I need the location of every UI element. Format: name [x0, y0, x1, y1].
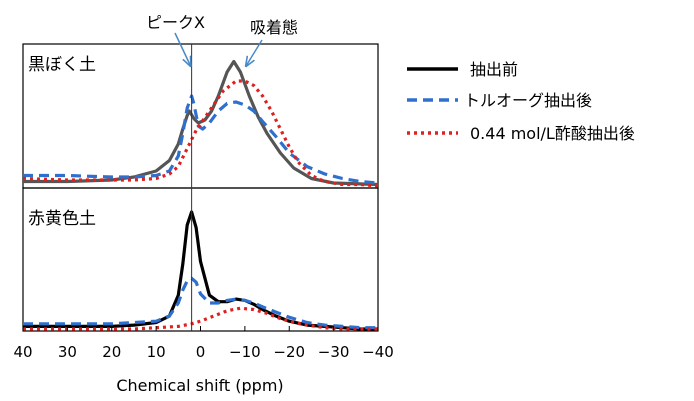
legend-label-acetic: 0.44 mol/L酢酸抽出後 — [470, 124, 635, 143]
top-series-acetic — [23, 79, 378, 188]
legend-label-before-extraction: 抽出前 — [470, 60, 518, 79]
x-axis-ticks: 40 30 20 10 0 −10 −20 −30 −40 — [13, 326, 394, 361]
top-series-truog — [23, 94, 378, 185]
panel-label-bottom: 赤黄色土 — [28, 209, 96, 229]
x-tick-label: −40 — [362, 343, 394, 361]
x-tick-label: −10 — [229, 343, 261, 361]
legend-label-truog: トルオーグ抽出後 — [464, 91, 592, 110]
x-tick-label: 10 — [147, 343, 166, 361]
annotation-peak-x-arrow — [174, 32, 191, 66]
annotation-peak-x: ピークX — [146, 13, 205, 32]
top-series-before-extraction — [23, 59, 378, 187]
series-bottom-panel — [23, 210, 378, 331]
panel-label-top: 黒ぼく土 — [28, 55, 96, 75]
x-tick-label: −30 — [318, 343, 350, 361]
legend: 抽出前 トルオーグ抽出後 0.44 mol/L酢酸抽出後 — [407, 60, 635, 143]
x-axis-title: Chemical shift (ppm) — [116, 376, 283, 395]
x-tick-label: 20 — [102, 343, 121, 361]
x-tick-label: 0 — [196, 343, 206, 361]
bottom-series-before-extraction — [23, 210, 378, 331]
annotation-adsorbed: 吸着態 — [250, 18, 298, 37]
annotation-adsorbed-arrow — [246, 39, 263, 66]
bottom-series-truog — [23, 276, 378, 330]
x-tick-label: 40 — [13, 343, 32, 361]
series-top-panel — [23, 59, 378, 188]
bottom-series-acetic — [23, 306, 378, 331]
x-tick-label: −20 — [273, 343, 305, 361]
x-tick-label: 30 — [58, 343, 77, 361]
